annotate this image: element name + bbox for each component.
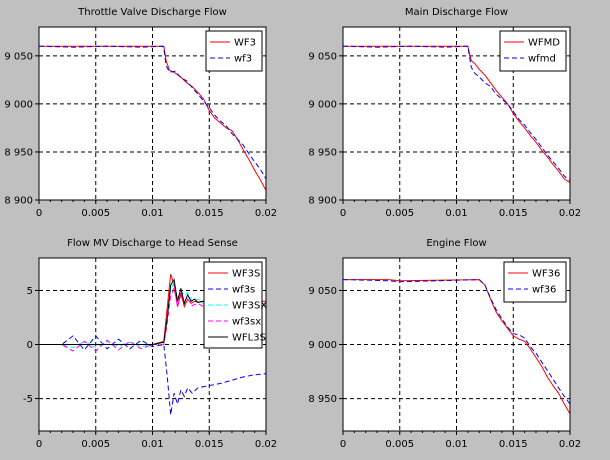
legend-label: wf3 bbox=[234, 54, 252, 65]
plot-frame bbox=[38, 26, 267, 201]
y-tick-label: 0 bbox=[27, 340, 33, 351]
y-tick-label: 8 900 bbox=[4, 196, 33, 207]
legend-box bbox=[499, 30, 567, 72]
series-line-wfl3s bbox=[39, 278, 210, 345]
x-tick-label: 0 bbox=[36, 208, 42, 219]
y-tick-label: 8 950 bbox=[308, 147, 337, 158]
plot-frame bbox=[342, 257, 571, 432]
legend-label: wfmd bbox=[528, 54, 556, 65]
x-tick-label: 0.015 bbox=[499, 439, 528, 450]
x-tick-label: 0.005 bbox=[81, 208, 110, 219]
legend-label: WF3 bbox=[234, 38, 256, 49]
x-tick-label: 0.005 bbox=[81, 439, 110, 450]
legend-label: wf3s bbox=[232, 285, 255, 296]
legend-label: wf3sx bbox=[232, 317, 261, 328]
legend-box bbox=[503, 261, 567, 303]
y-tick-label: -5 bbox=[23, 394, 33, 405]
x-tick-label: 0.02 bbox=[255, 208, 277, 219]
chart-3: Flow MV Discharge to Head Sense 0 0.005 0.0… bbox=[23, 238, 277, 450]
x-tick-label: 0.01 bbox=[445, 208, 467, 219]
x-tick-label: 0.005 bbox=[385, 208, 414, 219]
series-line-wf3 bbox=[39, 45, 266, 180]
y-tick-label: 9 000 bbox=[308, 99, 337, 110]
x-tick-label: 0.015 bbox=[195, 439, 224, 450]
legend: WF3S wf3s WF3SX wf3sx WFL3S bbox=[203, 261, 267, 349]
series-line-wf3sx bbox=[39, 286, 210, 352]
plot-frame bbox=[38, 257, 267, 432]
chart-2: Main Discharge Flow 0 0.005 0.01 0.015 0.02 8 … bbox=[308, 7, 581, 219]
x-tick-label: 0.005 bbox=[385, 439, 414, 450]
legend: WFMD wfmd bbox=[499, 30, 567, 72]
y-tick-label: 8 950 bbox=[4, 147, 33, 158]
chart-title: Main Discharge Flow bbox=[405, 7, 508, 18]
x-tick-label: 0.01 bbox=[445, 439, 467, 450]
legend-box bbox=[203, 261, 263, 349]
y-tick-label: 9 000 bbox=[4, 99, 33, 110]
chart-1: Throttle Valve Discharge Flow 0 0.005 0.01 0… bbox=[4, 7, 277, 219]
y-tick-label: 9 000 bbox=[308, 340, 337, 351]
legend-label: WFL3S bbox=[232, 333, 266, 344]
x-tick-label: 0 bbox=[340, 208, 346, 219]
series-line-wf36 bbox=[343, 279, 570, 405]
chart-title: Flow MV Discharge to Head Sense bbox=[67, 238, 238, 249]
legend-box bbox=[205, 30, 263, 72]
legend-label: WFMD bbox=[528, 38, 560, 49]
y-tick-label: 9 050 bbox=[308, 286, 337, 297]
legend-label: wf36 bbox=[532, 285, 556, 296]
x-tick-label: 0.015 bbox=[195, 208, 224, 219]
x-tick-label: 0.01 bbox=[141, 208, 163, 219]
legend: WF36 wf36 bbox=[503, 261, 567, 303]
x-tick-label: 0.015 bbox=[499, 208, 528, 219]
y-tick-label: 9 050 bbox=[308, 51, 337, 62]
y-tick-label: 5 bbox=[27, 286, 33, 297]
chart-title: Throttle Valve Discharge Flow bbox=[77, 7, 227, 18]
chart-4: Engine Flow 0 0.005 0.01 0.015 0.02 8 950 9 000… bbox=[308, 238, 581, 450]
x-tick-label: 0 bbox=[340, 439, 346, 450]
x-tick-label: 0.02 bbox=[559, 439, 581, 450]
legend-label: WF36 bbox=[532, 269, 560, 280]
series-line-wf3s bbox=[39, 335, 266, 415]
x-tick-label: 0.02 bbox=[559, 208, 581, 219]
y-tick-label: 9 050 bbox=[4, 51, 33, 62]
x-tick-label: 0.02 bbox=[255, 439, 277, 450]
plot-frame bbox=[342, 26, 571, 201]
y-tick-label: 8 950 bbox=[308, 394, 337, 405]
x-tick-label: 0 bbox=[36, 439, 42, 450]
series-line-wfmd bbox=[343, 45, 570, 182]
legend-label: WF3SX bbox=[232, 301, 267, 312]
series-line-wfmd bbox=[343, 45, 570, 184]
x-tick-label: 0.01 bbox=[141, 439, 163, 450]
legend-label: WF3S bbox=[232, 269, 260, 280]
y-tick-label: 8 900 bbox=[308, 196, 337, 207]
chart-title: Engine Flow bbox=[426, 238, 486, 249]
